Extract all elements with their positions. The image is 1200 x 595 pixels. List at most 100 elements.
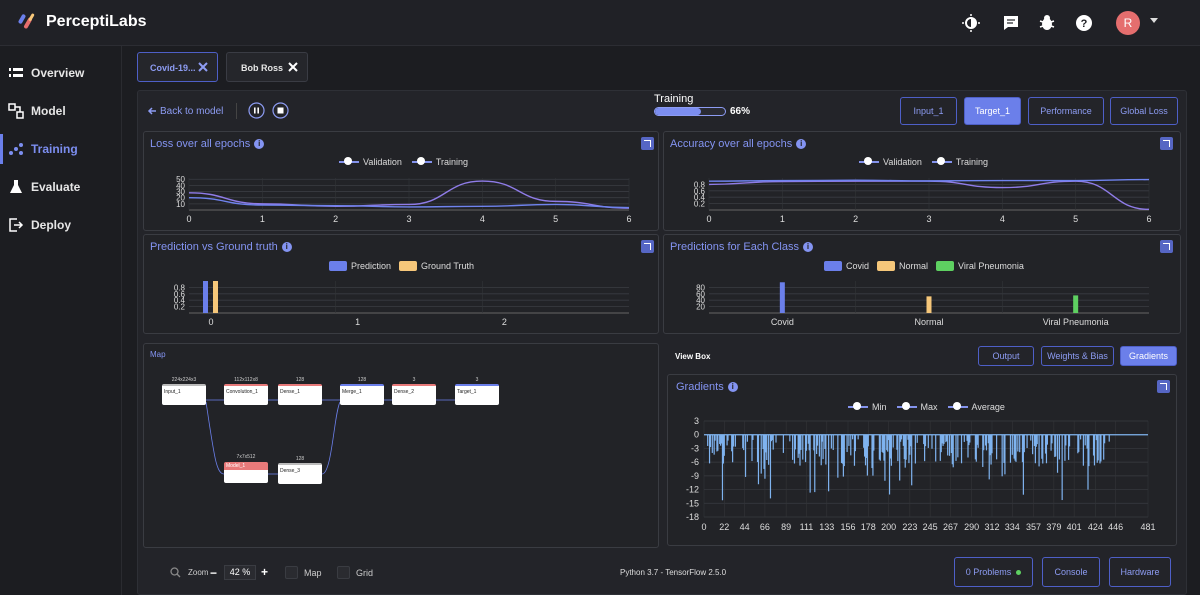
map-checkbox[interactable] [285, 566, 298, 579]
legend-covid[interactable]: Covid [846, 261, 870, 271]
expand-icon[interactable] [1160, 240, 1173, 253]
map-node-dense-2[interactable]: 3 Dense_2 [392, 377, 436, 405]
legend-training[interactable]: Training [955, 157, 989, 167]
zoom-value[interactable]: 42 % [224, 565, 256, 580]
chat-icon[interactable] [1001, 13, 1021, 33]
pause-button[interactable] [248, 102, 265, 119]
zoom-search-icon [170, 567, 181, 578]
y-tick-label: 50 [176, 175, 185, 184]
x-tick-label: Viral Pneumonia [1043, 317, 1109, 327]
gradients-button[interactable]: Gradients [1120, 346, 1177, 366]
x-tick-label: 6 [1146, 214, 1151, 224]
weights-bias-button[interactable]: Weights & Bias [1041, 346, 1114, 366]
legend-normal[interactable]: Normal [899, 261, 929, 271]
y-tick-label: 0.4 [694, 193, 706, 202]
y-tick-label: 3 [694, 416, 699, 426]
legend-viral-pneumonia[interactable]: Viral Pneumonia [958, 261, 1024, 271]
x-tick-label: 133 [819, 522, 834, 532]
map-title: Map [150, 350, 166, 359]
legend-min[interactable]: Min [872, 402, 887, 412]
grid-checkbox[interactable] [337, 566, 350, 579]
x-tick-label: 5 [553, 214, 558, 224]
expand-icon[interactable] [1157, 380, 1170, 393]
info-icon[interactable]: i [254, 139, 265, 149]
x-tick-label: Normal [914, 317, 943, 327]
card-title: Prediction vs Ground truth i [150, 241, 292, 253]
theme-toggle-icon[interactable] [961, 13, 981, 33]
hardware-button[interactable]: Hardware [1109, 557, 1171, 587]
sidebar-item-evaluate[interactable]: Evaluate [0, 172, 122, 202]
x-tick-label: 334 [1005, 522, 1020, 532]
legend-swatch [936, 261, 955, 271]
y-tick-label: -15 [686, 498, 699, 508]
expand-icon[interactable] [641, 137, 654, 150]
toolbar-divider [236, 103, 237, 119]
info-icon[interactable]: i [281, 242, 292, 252]
close-icon[interactable] [288, 62, 298, 72]
problems-button[interactable]: 0 Problems [954, 557, 1033, 587]
view-global-loss-button[interactable]: Global Loss [1110, 97, 1178, 125]
view-target-1-button[interactable]: Target_1 [964, 97, 1021, 125]
map-node-dense-3[interactable]: 128 Dense_3 [278, 456, 322, 484]
tab-bob-ross[interactable]: Bob Ross [226, 52, 308, 82]
x-tick-label: 3 [926, 214, 931, 224]
map-node-dense-1[interactable]: 128 Dense_1 [278, 377, 322, 405]
bug-icon[interactable] [1037, 13, 1057, 33]
legend-prediction[interactable]: Prediction [351, 261, 392, 271]
y-tick-label: 20 [176, 194, 185, 203]
sidebar-item-label: Deploy [31, 218, 72, 232]
class-card: Predictions for Each Class i Covid Normal… [663, 234, 1181, 334]
close-icon[interactable] [198, 62, 208, 72]
arrow-left-icon[interactable] [147, 106, 157, 116]
card-title: Gradients i [676, 381, 738, 393]
svg-text:?: ? [1081, 18, 1088, 30]
map-node-input-1[interactable]: 224x224x3 Input_1 [162, 377, 206, 405]
map-node-convolution-1[interactable]: 112x112x8 Convolution_1 [224, 377, 268, 405]
info-icon[interactable]: i [727, 382, 738, 392]
x-tick-label: 5 [1073, 214, 1078, 224]
y-tick-label: 0.6 [694, 187, 706, 196]
y-tick-label: -18 [686, 512, 699, 522]
legend-marker [896, 402, 917, 410]
x-tick-label: 6 [626, 214, 631, 224]
back-to-model-link[interactable]: Back to model [160, 106, 224, 117]
zoom-out-button[interactable]: − [210, 566, 218, 580]
zoom-in-button[interactable]: + [261, 565, 269, 579]
user-avatar[interactable]: R [1116, 11, 1140, 35]
legend-ground-truth[interactable]: Ground Truth [421, 261, 475, 271]
sidebar-item-model[interactable]: Model [0, 96, 122, 126]
info-icon[interactable]: i [803, 242, 813, 252]
legend-max[interactable]: Max [920, 402, 938, 412]
map-node-merge-1[interactable]: 128 Merge_1 [340, 377, 384, 405]
sidebar-item-overview[interactable]: Overview [0, 58, 122, 88]
help-icon[interactable]: ? [1074, 13, 1094, 33]
map-node-model-1[interactable]: 7x7x512 Model_1 [224, 454, 268, 483]
legend-average[interactable]: Average [971, 402, 1005, 412]
view-performance-button[interactable]: Performance [1028, 97, 1104, 125]
x-tick-label: 4 [480, 214, 485, 224]
accuracy-chart: 0.20.40.60.8 0 1 2 3 4 5 6 [694, 178, 1152, 224]
expand-icon[interactable] [641, 240, 654, 253]
x-tick-label: 178 [861, 522, 876, 532]
legend-marker [848, 402, 868, 410]
sidebar-item-deploy[interactable]: Deploy [0, 210, 122, 240]
y-tick-label: 0.6 [174, 290, 186, 299]
sidebar-item-training[interactable]: Training [0, 134, 122, 164]
x-tick-label: 1 [260, 214, 265, 224]
view-input-1-button[interactable]: Input_1 [900, 97, 957, 125]
map-node-target-1[interactable]: 3 Target_1 [455, 377, 499, 405]
app-name: PerceptiLabs [46, 13, 147, 30]
stop-button[interactable] [272, 102, 289, 119]
chevron-down-icon[interactable] [1150, 18, 1158, 23]
top-bar: PerceptiLabs ? R [0, 0, 1200, 46]
expand-icon[interactable] [1160, 137, 1173, 150]
console-button[interactable]: Console [1042, 557, 1100, 587]
tab-covid-19[interactable]: Covid-19... [137, 52, 218, 82]
output-button[interactable]: Output [978, 346, 1034, 366]
legend-validation[interactable]: Validation [883, 157, 922, 167]
legend-training[interactable]: Training [435, 157, 469, 167]
info-icon[interactable]: i [796, 139, 807, 149]
legend-validation[interactable]: Validation [363, 157, 402, 167]
map-card[interactable]: Map 224x224x3 Input_1 112x112x8 Convolutio… [143, 343, 659, 548]
